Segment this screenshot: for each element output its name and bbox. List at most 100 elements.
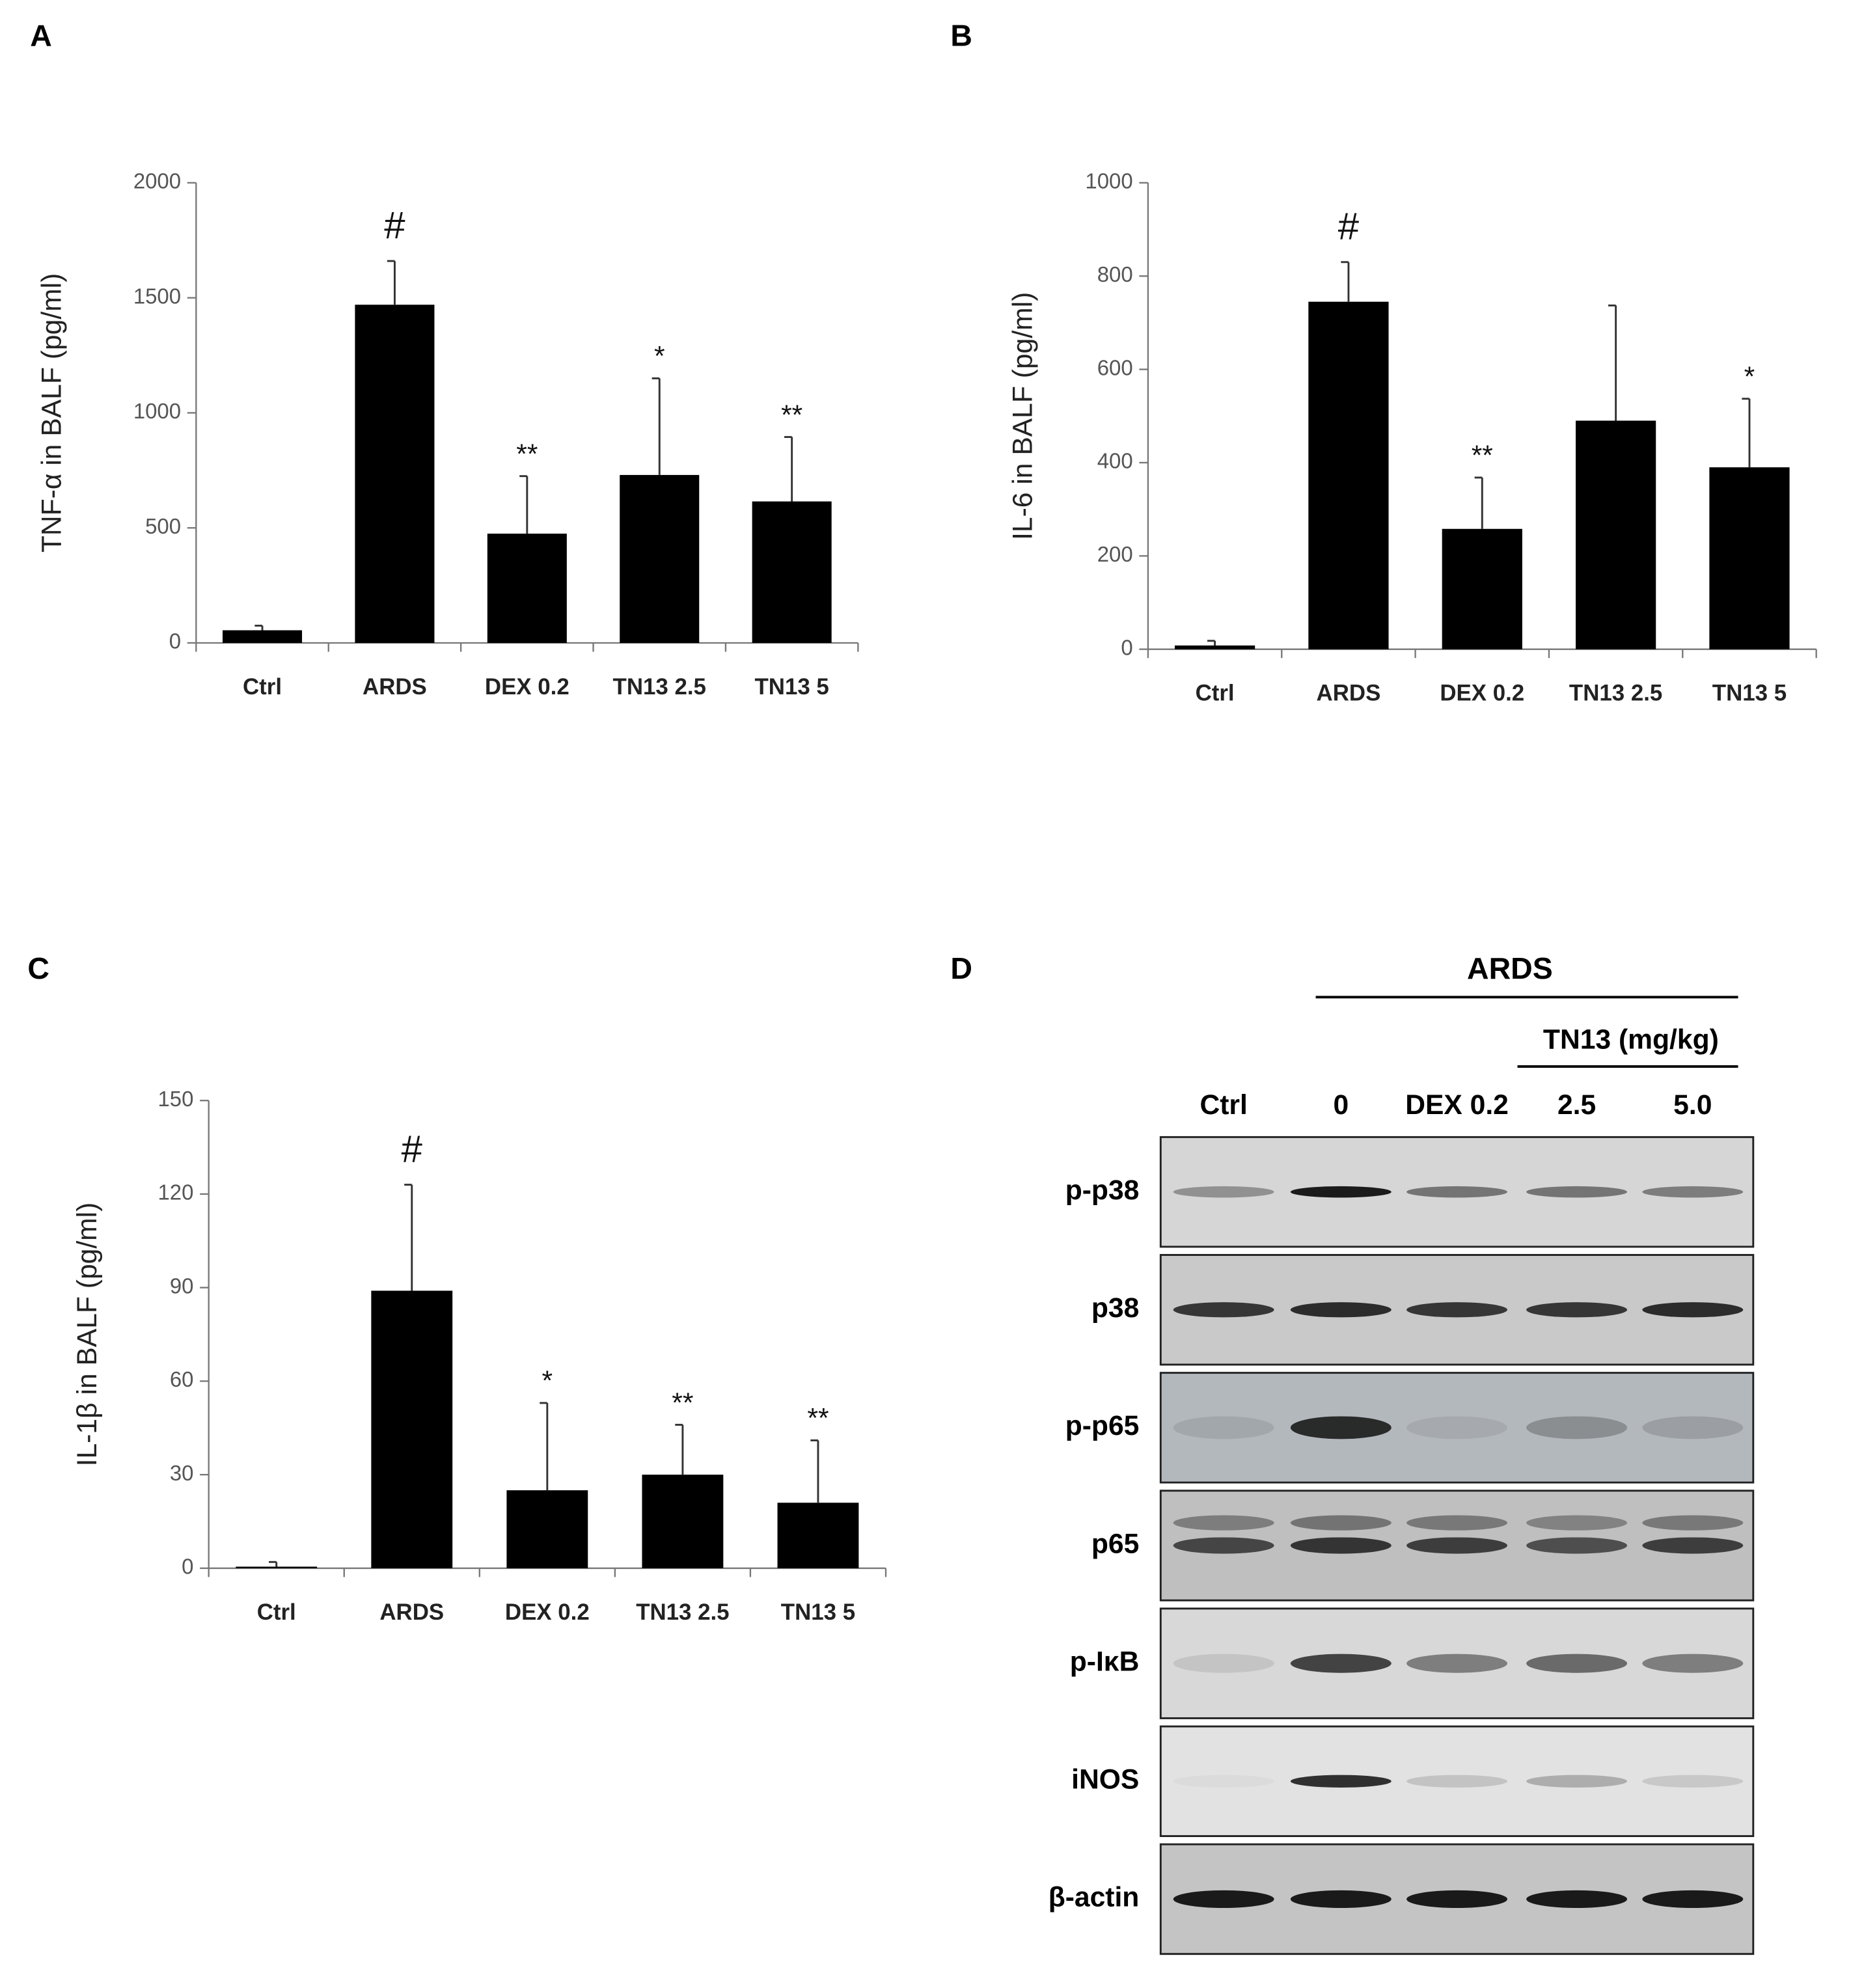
panel-label: D [950, 951, 972, 985]
y-tick-label: 90 [170, 1273, 194, 1298]
panel-label: B [950, 18, 972, 52]
band [1173, 1537, 1274, 1554]
significance-mark: # [1338, 206, 1360, 248]
significance-mark: # [384, 204, 405, 247]
x-tick-label: ARDS [1317, 681, 1381, 706]
bar [236, 1566, 318, 1568]
x-tick-label: Ctrl [243, 674, 282, 700]
band [1173, 1416, 1274, 1439]
band [1642, 1186, 1744, 1198]
band [1642, 1515, 1744, 1531]
significance-mark: ** [672, 1387, 693, 1419]
bar [1442, 528, 1522, 649]
y-axis-title: IL-1β in BALF (pg/ml) [72, 1203, 103, 1467]
row-label: β-actin [1049, 1882, 1140, 1913]
x-tick-label: Ctrl [1196, 681, 1235, 706]
lane-label: 0 [1333, 1089, 1349, 1121]
band [1173, 1302, 1274, 1318]
y-tick-label: 600 [1097, 355, 1133, 379]
band [1526, 1890, 1628, 1908]
band [1642, 1775, 1744, 1788]
bar [777, 1503, 859, 1568]
x-tick-label: TN13 5 [754, 674, 829, 700]
significance-mark: ** [781, 400, 802, 431]
y-tick-label: 120 [158, 1180, 194, 1205]
lane-label: Ctrl [1200, 1089, 1247, 1121]
row-label: p38 [1091, 1292, 1139, 1324]
y-tick-label: 150 [158, 1087, 194, 1111]
x-tick-label: TN13 2.5 [1569, 681, 1662, 706]
y-axis-title: IL-6 in BALF (pg/ml) [1007, 292, 1038, 540]
band [1526, 1302, 1628, 1318]
y-tick-label: 800 [1097, 262, 1133, 286]
row-label: p-IκB [1070, 1646, 1140, 1677]
band [1642, 1416, 1744, 1439]
band [1406, 1515, 1508, 1531]
panel-label: C [27, 951, 49, 985]
band [1173, 1515, 1274, 1531]
lane-label: 2.5 [1557, 1089, 1596, 1121]
y-tick-label: 0 [182, 1555, 193, 1579]
y-tick-label: 1000 [1085, 169, 1132, 193]
row-label: p-p38 [1065, 1175, 1140, 1206]
y-tick-label: 0 [1121, 635, 1132, 659]
bar [487, 534, 567, 643]
bar [371, 1290, 453, 1568]
row-label: p65 [1091, 1528, 1139, 1559]
bar [1576, 420, 1656, 649]
band [1526, 1416, 1628, 1439]
bar [506, 1490, 588, 1568]
y-tick-label: 400 [1097, 449, 1133, 473]
y-tick-label: 2000 [133, 169, 181, 193]
x-tick-label: DEX 0.2 [505, 1600, 590, 1625]
lane-label: 5.0 [1673, 1089, 1712, 1121]
band [1173, 1890, 1274, 1908]
y-tick-label: 1500 [133, 284, 181, 308]
x-tick-label: Ctrl [257, 1600, 296, 1625]
y-tick-label: 0 [169, 629, 181, 653]
x-tick-label: DEX 0.2 [485, 674, 569, 700]
significance-mark: ** [516, 439, 538, 470]
row-label: iNOS [1071, 1764, 1139, 1795]
y-axis-title: TNF-α in BALF (pg/ml) [36, 273, 68, 552]
subgroup-label: TN13 (mg/kg) [1543, 1024, 1719, 1055]
blot-panel [1159, 1372, 1755, 1484]
band [1406, 1186, 1508, 1198]
significance-mark: # [402, 1128, 423, 1171]
blot-panel [1159, 1607, 1755, 1719]
band [1526, 1515, 1628, 1531]
band [1290, 1537, 1392, 1554]
band [1173, 1186, 1274, 1198]
band [1290, 1416, 1392, 1439]
bar [1308, 301, 1389, 649]
x-tick-label: ARDS [379, 1600, 444, 1625]
band [1406, 1890, 1508, 1908]
row-label: p-p65 [1065, 1410, 1140, 1441]
band [1526, 1775, 1628, 1788]
significance-mark: * [542, 1365, 553, 1396]
band [1642, 1537, 1744, 1554]
x-tick-label: TN13 2.5 [613, 674, 706, 700]
significance-mark: * [1744, 361, 1755, 392]
bar [620, 474, 700, 643]
band [1406, 1416, 1508, 1439]
bar [642, 1475, 724, 1568]
x-tick-label: TN13 2.5 [636, 1600, 729, 1625]
x-tick-label: DEX 0.2 [1440, 681, 1524, 706]
band [1173, 1775, 1274, 1788]
significance-mark: ** [1472, 440, 1493, 471]
band [1406, 1537, 1508, 1554]
group-label: ARDS [1467, 951, 1553, 985]
panel-label: A [30, 18, 52, 52]
band [1290, 1775, 1392, 1788]
lane-label: DEX 0.2 [1405, 1089, 1509, 1121]
bar [355, 305, 435, 643]
significance-mark: ** [807, 1403, 829, 1434]
y-tick-label: 60 [170, 1367, 194, 1391]
band [1642, 1890, 1744, 1908]
band [1642, 1654, 1744, 1673]
bar [1174, 645, 1255, 649]
band [1173, 1654, 1274, 1673]
